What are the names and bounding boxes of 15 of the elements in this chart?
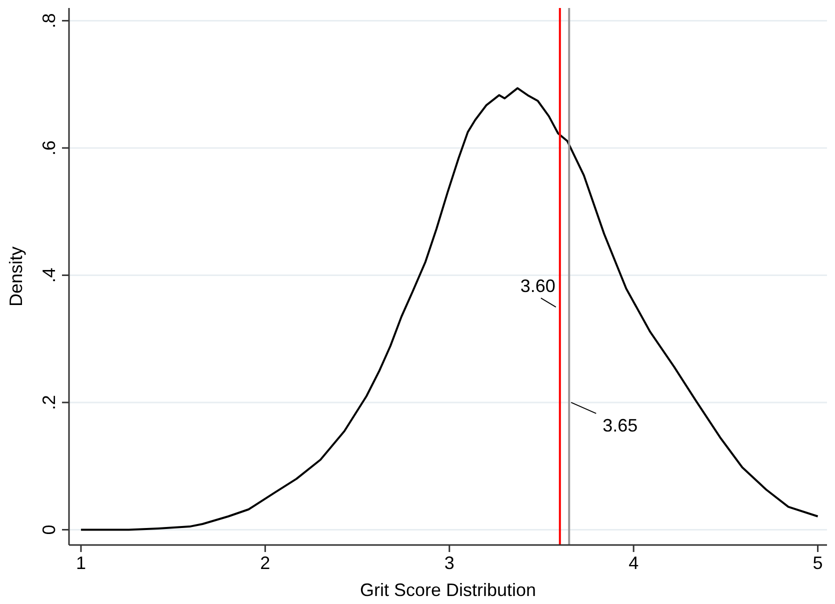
y-tick-label: .8 (39, 13, 59, 28)
ref-line-label: 3.65 (602, 415, 638, 436)
x-tick-label: 3 (444, 553, 454, 573)
y-tick-label: .2 (39, 394, 59, 410)
y-tick-label: 0 (39, 524, 59, 535)
x-tick-label: 4 (628, 553, 639, 573)
x-axis-title: Grit Score Distribution (360, 580, 536, 600)
x-tick-label: 5 (812, 553, 823, 573)
y-axis-title: Density (6, 246, 26, 307)
y-tick-label: .6 (39, 140, 59, 156)
ref-line-label: 3.60 (520, 276, 556, 296)
line-series (80, 87, 819, 531)
x-tick-label: 1 (76, 553, 86, 573)
x-tick-label: 2 (260, 553, 270, 573)
y-tick-label: .4 (39, 268, 59, 283)
